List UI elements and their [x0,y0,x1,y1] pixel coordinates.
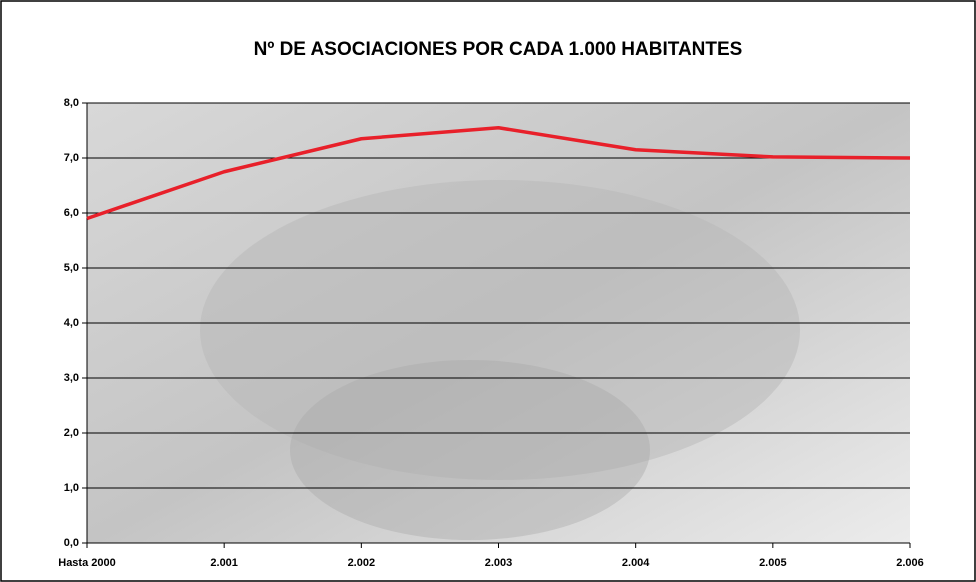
y-tick-label: 3,0 [64,372,79,384]
x-tick-label: 2.002 [348,557,376,569]
y-tick-label: 5,0 [64,262,79,274]
photo-shade [290,360,650,540]
y-tick-label: 2,0 [64,427,79,439]
x-tick-label: 2.001 [210,557,238,569]
chart: Nº DE ASOCIACIONES POR CADA 1.000 HABITA… [0,0,976,582]
x-tick-label: 2.003 [485,557,513,569]
y-tick-label: 0,0 [64,537,79,549]
x-tick-label: 2.006 [896,557,924,569]
y-tick-label: 8,0 [64,97,79,109]
y-tick-label: 6,0 [64,207,79,219]
page: {"chart_data": {"type": "line", "title":… [0,0,976,582]
y-tick-label: 1,0 [64,482,79,494]
chart-title: Nº DE ASOCIACIONES POR CADA 1.000 HABITA… [254,39,743,60]
y-tick-label: 7,0 [64,152,79,164]
x-tick-label: Hasta 2000 [58,557,116,569]
x-tick-label: 2.004 [622,557,650,569]
y-tick-label: 4,0 [64,317,79,329]
x-tick-label: 2.005 [759,557,787,569]
